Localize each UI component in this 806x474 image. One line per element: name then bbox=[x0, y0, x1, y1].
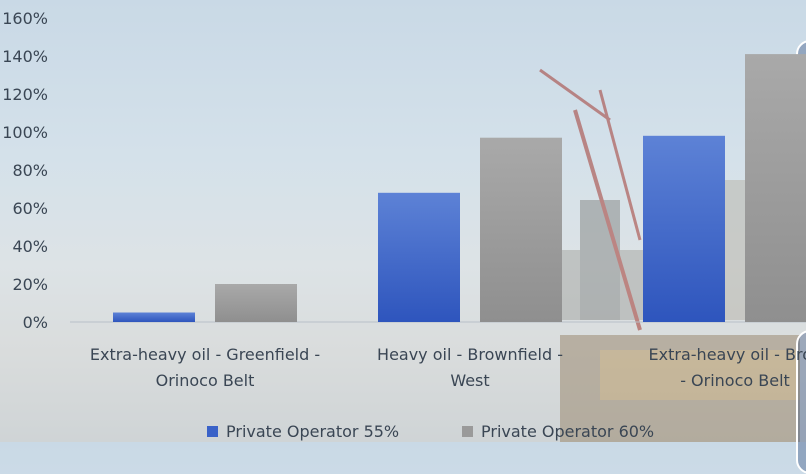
bars bbox=[113, 54, 806, 322]
y-tick-label: 20% bbox=[12, 275, 48, 294]
bar-series-2-cat-3 bbox=[745, 54, 806, 322]
y-tick-label: 60% bbox=[12, 199, 48, 218]
x-category-label: Extra-heavy oil - Greenfield - bbox=[90, 345, 320, 364]
bar-series-2-cat-1 bbox=[215, 284, 297, 322]
legend-label-series-1: Private Operator 55% bbox=[226, 422, 399, 441]
bar-series-1-cat-1 bbox=[113, 312, 195, 322]
x-axis-labels: Extra-heavy oil - Greenfield - Orinoco Be… bbox=[90, 345, 806, 390]
y-tick-label: 100% bbox=[2, 123, 48, 142]
background-photo bbox=[539, 68, 800, 442]
legend-label-series-2: Private Operator 60% bbox=[481, 422, 654, 441]
legend: Private Operator 55% Private Operator 60… bbox=[207, 422, 654, 441]
x-category-label: Extra-heavy oil - Brov bbox=[649, 345, 806, 364]
bar-series-2-cat-2 bbox=[480, 137, 562, 322]
bar-series-1-cat-3 bbox=[643, 135, 725, 322]
y-tick-label: 160% bbox=[2, 9, 48, 28]
bar-series-1-cat-2 bbox=[378, 192, 460, 322]
x-category-label: Orinoco Belt bbox=[156, 371, 255, 390]
y-tick-label: 0% bbox=[23, 313, 48, 332]
x-category-label: - Orinoco Belt bbox=[680, 371, 790, 390]
y-tick-label: 120% bbox=[2, 85, 48, 104]
legend-swatch-series-1 bbox=[207, 426, 218, 437]
y-tick-label: 40% bbox=[12, 237, 48, 256]
legend-swatch-series-2 bbox=[462, 426, 473, 437]
y-tick-label: 80% bbox=[12, 161, 48, 180]
y-axis-ticks: 0% 20% 40% 60% 80% 100% 120% 140% 160% bbox=[2, 9, 48, 332]
x-category-label: West bbox=[450, 371, 489, 390]
y-tick-label: 140% bbox=[2, 47, 48, 66]
x-category-label: Heavy oil - Brownfield - bbox=[377, 345, 563, 364]
bar-chart: 0% 20% 40% 60% 80% 100% 120% 140% 160% Extra-hea… bbox=[2, 9, 806, 390]
